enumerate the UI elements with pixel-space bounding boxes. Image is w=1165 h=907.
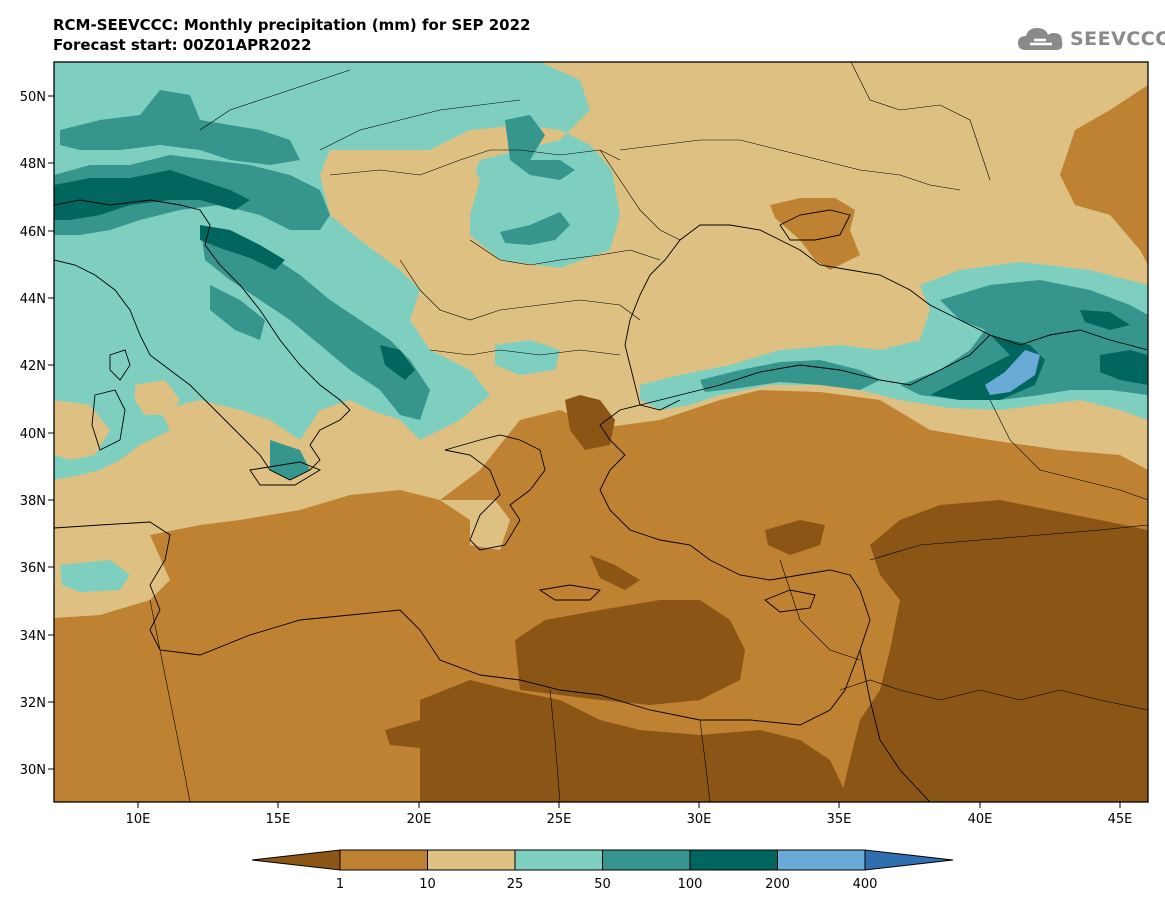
colorbar-label-25: 25 xyxy=(507,877,524,892)
field-50-100-caucasus xyxy=(900,280,1148,400)
lat-label-34n: 34N xyxy=(20,629,46,644)
field-1-10-crimea xyxy=(770,198,860,270)
seevccc-logo: SEEVCCC xyxy=(1016,22,1165,56)
lat-labels: 50N 48N 46N 44N 42N 40N 38N 36N 34N 32N … xyxy=(20,90,46,778)
lon-label-10e: 10E xyxy=(126,812,151,827)
field-below-1-libya-west xyxy=(385,720,440,748)
precipitation-field xyxy=(54,62,1148,802)
lat-label-30n: 30N xyxy=(20,763,46,778)
field-10-25-greece xyxy=(440,500,510,550)
field-100-200-montenegro xyxy=(380,345,415,380)
lat-label-44n: 44N xyxy=(20,292,46,307)
lon-label-35e: 35E xyxy=(827,812,852,827)
map-frame xyxy=(53,61,1149,803)
map-title: RCM-SEEVCCC: Monthly precipitation (mm) … xyxy=(53,15,530,55)
field-100-200-alps xyxy=(54,170,250,220)
lat-label-38n: 38N xyxy=(20,494,46,509)
cloud-icon xyxy=(1018,28,1063,50)
field-50-100-adriatic xyxy=(200,225,430,420)
field-below-1-crete xyxy=(590,555,640,590)
lat-label-46n: 46N xyxy=(20,225,46,240)
field-10-25-north xyxy=(54,62,1148,535)
field-10-25-italy-south xyxy=(160,400,300,485)
field-10-25-corsica xyxy=(135,380,180,415)
field-10-25-pannonia xyxy=(330,150,480,260)
field-50-100-south-italy xyxy=(270,440,310,480)
colorbar-label-50: 50 xyxy=(594,877,611,892)
logo-text: SEEVCCC xyxy=(1070,28,1165,50)
colorbar-segment-200-400 xyxy=(777,849,866,871)
lon-label-30e: 30E xyxy=(687,812,712,827)
field-below-1-anatolia xyxy=(765,520,825,555)
title-line-1: RCM-SEEVCCC: Monthly precipitation (mm) … xyxy=(53,16,531,34)
colorbar-segment-above-400 xyxy=(864,849,954,871)
field-below-1-egypt xyxy=(420,680,850,802)
colorbar-label-200: 200 xyxy=(765,877,790,892)
colorbar-label-10: 10 xyxy=(419,877,436,892)
lon-label-40e: 40E xyxy=(968,812,993,827)
lon-label-15e: 15E xyxy=(266,812,291,827)
lat-label-32n: 32N xyxy=(20,696,46,711)
field-50-100-italy-west xyxy=(210,285,265,340)
lat-label-50n: 50N xyxy=(20,90,46,105)
colorbar-segment-50-100 xyxy=(602,849,691,871)
field-below-1-aegean xyxy=(565,395,615,450)
colorbar-segment-10-25 xyxy=(427,849,516,871)
field-25-50-algeria xyxy=(60,560,130,592)
lat-label-48n: 48N xyxy=(20,157,46,172)
field-100-200-croatia xyxy=(200,225,285,270)
colorbar-segment-below-1 xyxy=(251,849,341,871)
field-50-100-romania xyxy=(500,212,570,245)
field-below-1-arabia xyxy=(840,500,1148,802)
field-100-200-georgia xyxy=(1080,310,1130,330)
lon-label-45e: 45E xyxy=(1108,812,1133,827)
colorbar-segment-25-50 xyxy=(514,849,603,871)
colorbar-label-100: 100 xyxy=(678,877,703,892)
coastlines xyxy=(54,199,1148,802)
lon-label-20e: 20E xyxy=(407,812,432,827)
field-100-200-armenia xyxy=(1100,350,1148,385)
borders xyxy=(149,62,1148,802)
lat-axis xyxy=(48,95,54,770)
colorbar-labels: 1 10 25 50 100 200 400 xyxy=(336,877,878,892)
field-25-50-bulgaria xyxy=(495,340,560,375)
colorbar-segment-100-200 xyxy=(689,849,778,871)
lat-label-40n: 40N xyxy=(20,427,46,442)
field-200-400-turkey-ne xyxy=(985,350,1040,395)
lon-label-25e: 25E xyxy=(547,812,572,827)
field-below-1-mediterranean xyxy=(515,600,745,705)
colorbar-label-400: 400 xyxy=(853,877,878,892)
colorbar-segment-1-10 xyxy=(339,849,428,871)
lon-axis xyxy=(137,802,1121,808)
title-line-2: Forecast start: 00Z01APR2022 xyxy=(53,36,312,54)
lat-label-42n: 42N xyxy=(20,359,46,374)
lon-labels: 10E 15E 20E 25E 30E 35E 40E 45E xyxy=(126,812,1133,827)
field-10-25-sardinia-west xyxy=(54,400,110,460)
field-1-10-ukraine-east xyxy=(1060,85,1148,265)
field-50-100-pontic xyxy=(700,360,880,392)
field-50-100-poland xyxy=(505,115,575,180)
field-50-100-north-germany xyxy=(60,90,300,165)
lat-label-36n: 36N xyxy=(20,561,46,576)
colorbar xyxy=(251,849,954,871)
colorbar-label-1: 1 xyxy=(336,877,344,892)
